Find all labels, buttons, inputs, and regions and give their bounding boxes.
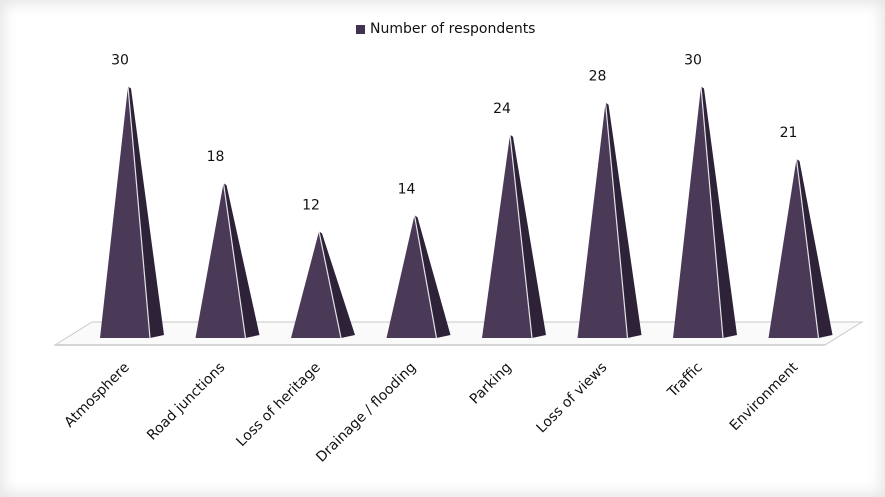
pyramid-loss-of-heritage — [291, 231, 341, 338]
category-label-loss-of-views: Loss of views — [534, 360, 611, 437]
value-label-parking: 24 — [493, 101, 511, 117]
pyramid-side-road-junctions — [223, 183, 260, 338]
pyramid-side-traffic — [701, 86, 737, 338]
category-label-traffic: Traffic — [664, 360, 706, 402]
value-label-loss-of-views: 28 — [589, 69, 607, 85]
category-label-loss-of-heritage: Loss of heritage — [233, 360, 323, 450]
pyramid-side-parking — [510, 134, 546, 338]
category-label-environment: Environment — [727, 359, 802, 434]
pyramid-side-drainage-flooding — [414, 215, 451, 338]
pyramid-drainage-flooding — [386, 215, 437, 338]
value-label-drainage-flooding: 14 — [398, 181, 416, 197]
legend-swatch — [356, 24, 365, 34]
value-label-road-junctions: 18 — [207, 149, 225, 165]
pyramid-traffic — [673, 86, 723, 338]
floor-plane — [53, 321, 864, 346]
pyramid-road-junctions — [195, 183, 246, 338]
pyramid-side-environment — [796, 158, 833, 338]
pyramid-edge-loss-of-heritage — [318, 231, 342, 339]
pyramid-environment — [768, 158, 819, 338]
pyramid-edge-loss-of-views — [604, 102, 629, 339]
pyramid-side-loss-of-views — [605, 102, 642, 338]
pyramid-side-atmosphere — [128, 86, 164, 338]
category-label-road-junctions: Road junctions — [144, 360, 228, 444]
pyramid-edge-atmosphere — [127, 86, 151, 339]
pyramid-side-loss-of-heritage — [319, 231, 355, 338]
legend-label: Number of respondents — [370, 21, 536, 37]
pyramid-loss-of-views — [577, 102, 628, 338]
pyramid-edge-road-junctions — [222, 183, 247, 339]
value-label-atmosphere: 30 — [111, 53, 129, 69]
pyramid-edge-drainage-flooding — [413, 215, 438, 339]
pyramid-edge-environment — [795, 158, 820, 339]
pyramid-edge-parking — [509, 134, 533, 339]
pyramid-edge-traffic — [700, 86, 724, 339]
value-label-loss-of-heritage: 12 — [302, 197, 320, 213]
legend: Number of respondents — [356, 21, 535, 37]
value-label-traffic: 30 — [684, 53, 702, 69]
pyramid-atmosphere — [100, 86, 150, 338]
value-label-environment: 21 — [780, 125, 798, 141]
pyramid-parking — [482, 134, 532, 338]
category-label-parking: Parking — [467, 360, 515, 408]
category-label-drainage-flooding: Drainage / flooding — [313, 360, 419, 466]
category-label-atmosphere: Atmosphere — [62, 360, 133, 431]
